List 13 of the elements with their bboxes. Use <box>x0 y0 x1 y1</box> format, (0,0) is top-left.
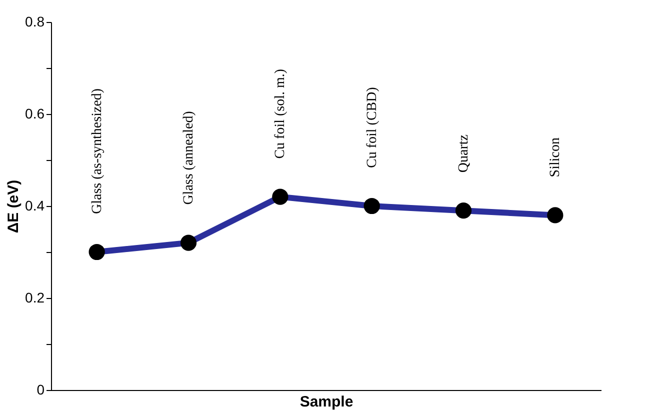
x-tick-label: Glass (annealed) <box>182 110 196 205</box>
x-tick-label: Cu foil (CBD) <box>364 86 380 168</box>
y-axis-title: ΔE (eV) <box>5 180 22 234</box>
y-tick-label: 0 <box>36 382 45 398</box>
y-tick-label: 0.8 <box>25 14 45 30</box>
y-tick-label: 0.4 <box>25 198 45 214</box>
y-tick-label: 0.6 <box>25 106 45 122</box>
x-axis-title: Sample <box>300 394 354 410</box>
x-tick-label: Glass (as-synthesized) <box>90 88 105 214</box>
x-tick-label: Silicon <box>548 138 564 178</box>
x-tick-label: Cu foil (sol. m.) <box>273 68 288 159</box>
x-tick-label: Quartz <box>456 134 472 173</box>
y-tick-label: 0.2 <box>25 290 45 306</box>
